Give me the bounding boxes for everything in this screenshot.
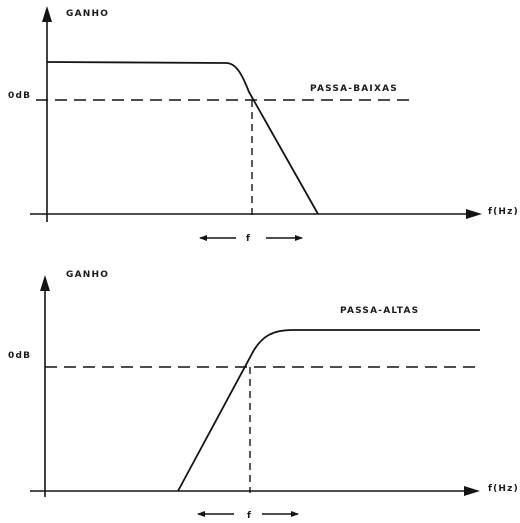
bottom-gain-label: GANHO [66, 270, 109, 280]
top-gain-label: GANHO [66, 9, 109, 19]
top-frequency-axis-label: f(Hz) [488, 207, 519, 217]
bottom-x-axis-arrow [464, 486, 480, 496]
bottom-y-axis-arrow [40, 275, 50, 291]
top-zero-db-label: 0dB [8, 91, 31, 101]
high-pass-response-curve [177, 329, 480, 492]
low-pass-graph: GANHO 0dB PASSA-BAIXAS f(Hz) f [8, 6, 519, 244]
bottom-shift-label: f [247, 511, 252, 521]
bottom-frequency-axis-label: f(Hz) [488, 484, 519, 494]
low-pass-label: PASSA-BAIXAS [310, 84, 398, 94]
top-shift-label: f [246, 234, 251, 244]
high-pass-graph: GANHO 0dB PASSA-ALTAS f(Hz) f [8, 270, 519, 521]
top-x-axis-arrow [466, 209, 482, 219]
high-pass-label: PASSA-ALTAS [340, 306, 419, 316]
bottom-zero-db-label: 0dB [8, 351, 31, 361]
top-y-axis-arrow [42, 6, 52, 22]
low-pass-response-curve [46, 61, 319, 215]
